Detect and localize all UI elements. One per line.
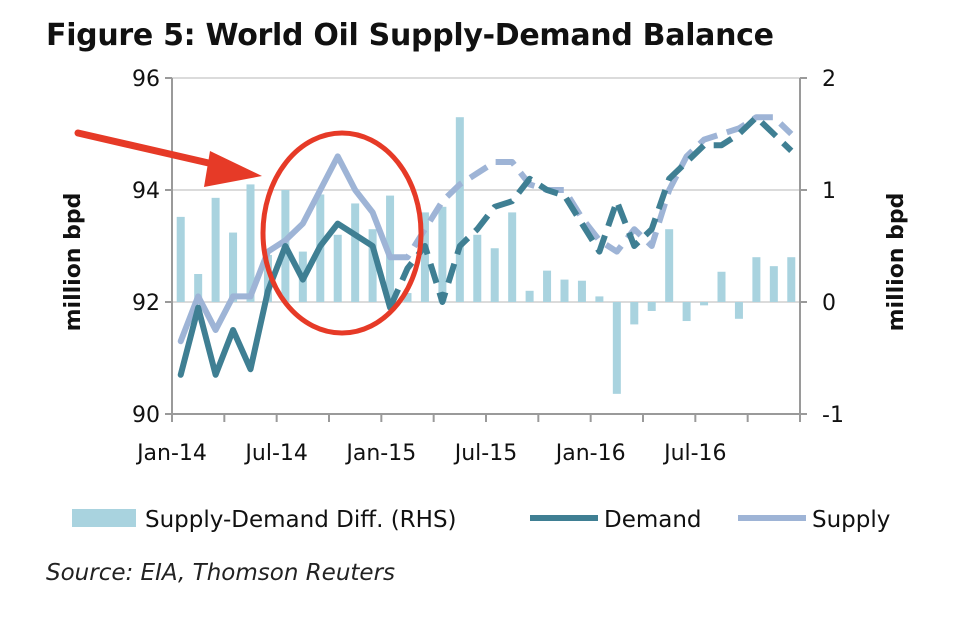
diff-bar: [490, 248, 499, 302]
diff-bar: [752, 257, 761, 302]
y2-axis-title: million bpd: [884, 193, 909, 332]
diff-bar: [246, 184, 255, 302]
diff-bar: [682, 302, 691, 322]
diff-bar: [787, 257, 796, 302]
diff-bar: [420, 212, 429, 302]
y2-tick-label: -1: [822, 403, 844, 428]
diff-bar: [612, 302, 621, 394]
y2-tick-label: 1: [822, 179, 836, 204]
x-tick-label: Jan-15: [344, 441, 416, 466]
legend-label-diff: Supply-Demand Diff. (RHS): [145, 507, 457, 533]
diff-bar: [508, 212, 517, 302]
diff-bar: [700, 302, 709, 306]
diff-bar: [368, 229, 377, 302]
diff-bar: [595, 296, 604, 302]
diff-bar: [438, 206, 447, 302]
y-tick-label: 94: [132, 179, 160, 204]
chart-title: Figure 5: World Oil Supply-Demand Balanc…: [46, 18, 774, 53]
y2-tick-label: 0: [822, 291, 836, 316]
highlight-circle: [260, 130, 424, 336]
legend-label-supply: Supply: [812, 507, 890, 533]
x-tick-label: Jul-15: [453, 441, 517, 466]
y-axis-title: million bpd: [61, 193, 86, 332]
legend-swatch-diff: [72, 509, 136, 527]
source-note: Source: EIA, Thomson Reuters: [46, 560, 396, 586]
diff-bar: [176, 216, 185, 302]
x-tick-label: Jul-14: [243, 441, 307, 466]
arrow-head: [204, 151, 262, 187]
diff-bar: [455, 117, 464, 302]
diff-bar: [647, 302, 656, 311]
gridlines: [172, 77, 800, 415]
diff-bar: [665, 229, 674, 302]
diff-bar: [769, 266, 778, 302]
axes: 96 94 92 90 2 1 0 -1 Jan-14 Jul-14 Jan-15 Jul-15 Jan…: [61, 67, 909, 466]
diff-bar: [630, 302, 639, 325]
diff-bar: [734, 302, 743, 319]
series-lines: [177, 114, 794, 378]
diff-bar: [560, 279, 569, 302]
diff-bar: [525, 290, 534, 302]
diff-bar: [717, 271, 726, 302]
diff-bar: [351, 203, 360, 302]
arrow-shaft: [74, 129, 230, 171]
diff-bar: [403, 293, 412, 302]
diff-bar: [194, 274, 203, 302]
x-tick-label: Jul-16: [662, 441, 726, 466]
legend-label-demand: Demand: [604, 507, 702, 533]
y2-tick-label: 2: [822, 67, 836, 92]
diff-bar: [263, 254, 272, 302]
demand-line: [177, 220, 394, 378]
y-tick-label: 96: [132, 67, 160, 92]
diff-bar: [543, 270, 552, 302]
x-tick-label: Jan-14: [135, 441, 207, 466]
legend: Supply-Demand Diff. (RHS) Demand Supply: [72, 507, 890, 533]
annotation: [74, 129, 424, 336]
diff-bar: [333, 234, 342, 302]
diff-bar: [211, 197, 220, 302]
diff-bar: [473, 234, 482, 302]
y-tick-label: 92: [132, 291, 160, 316]
diff-bar: [577, 280, 586, 302]
diff-bar: [386, 195, 395, 302]
supply-line: [177, 153, 394, 345]
demand-forecast-line: [387, 114, 794, 309]
x-tick-label: Jan-16: [554, 441, 626, 466]
y-tick-label: 90: [132, 403, 160, 428]
supply-forecast-line: [390, 114, 794, 261]
diff-bar: [229, 232, 238, 302]
